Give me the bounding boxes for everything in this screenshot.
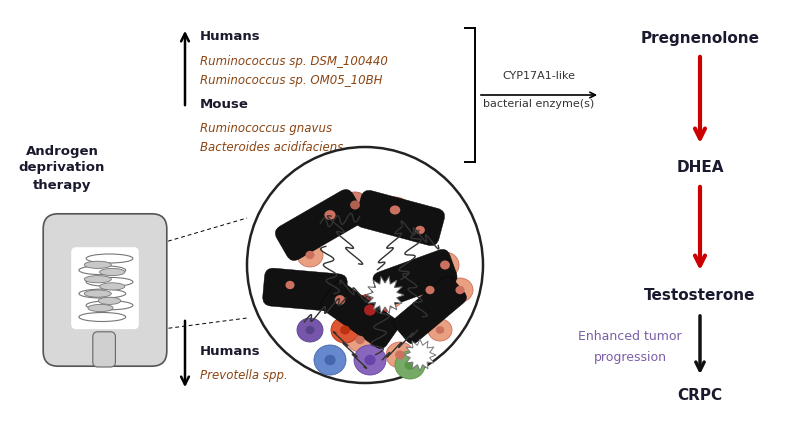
FancyBboxPatch shape — [373, 249, 457, 307]
Ellipse shape — [405, 360, 415, 370]
Ellipse shape — [440, 261, 450, 269]
Ellipse shape — [325, 286, 355, 314]
Text: Ruminococcus sp. DSM_100440: Ruminococcus sp. DSM_100440 — [200, 55, 388, 68]
Text: CYP17A1-like: CYP17A1-like — [502, 71, 576, 81]
Ellipse shape — [331, 317, 359, 343]
Ellipse shape — [98, 297, 120, 305]
Text: Enhanced tumor: Enhanced tumor — [578, 330, 682, 343]
Text: Ruminococcus gnavus: Ruminococcus gnavus — [200, 122, 332, 135]
Ellipse shape — [364, 305, 376, 316]
Ellipse shape — [415, 226, 425, 234]
Ellipse shape — [88, 305, 113, 312]
Ellipse shape — [395, 351, 425, 379]
Text: CRPC: CRPC — [677, 387, 722, 403]
Ellipse shape — [84, 261, 112, 269]
Ellipse shape — [325, 210, 336, 220]
Ellipse shape — [335, 295, 345, 305]
Ellipse shape — [395, 350, 405, 360]
Text: progression: progression — [593, 351, 667, 363]
Ellipse shape — [428, 319, 452, 341]
Ellipse shape — [100, 269, 125, 276]
Text: Testosterone: Testosterone — [644, 288, 756, 302]
Text: Mouse: Mouse — [200, 98, 249, 111]
Ellipse shape — [406, 218, 434, 242]
Ellipse shape — [386, 342, 414, 368]
Ellipse shape — [297, 318, 323, 342]
Ellipse shape — [84, 290, 112, 297]
Ellipse shape — [340, 325, 350, 335]
Ellipse shape — [356, 336, 364, 344]
Circle shape — [247, 147, 483, 383]
FancyBboxPatch shape — [44, 214, 167, 366]
Polygon shape — [366, 277, 404, 313]
Ellipse shape — [285, 281, 295, 289]
Ellipse shape — [425, 286, 435, 294]
Text: Humans: Humans — [200, 345, 261, 358]
Ellipse shape — [297, 243, 323, 267]
Text: DHEA: DHEA — [676, 160, 724, 176]
Ellipse shape — [455, 286, 465, 294]
Ellipse shape — [417, 278, 443, 302]
Ellipse shape — [314, 345, 346, 375]
Text: Pregnenolone: Pregnenolone — [641, 30, 760, 46]
Ellipse shape — [325, 355, 336, 365]
Ellipse shape — [353, 294, 387, 326]
Ellipse shape — [431, 252, 459, 278]
Text: Prevotella spp.: Prevotella spp. — [200, 369, 287, 382]
Ellipse shape — [447, 278, 473, 302]
FancyBboxPatch shape — [93, 332, 116, 367]
Ellipse shape — [341, 192, 369, 218]
Text: Humans: Humans — [200, 30, 261, 43]
FancyBboxPatch shape — [276, 190, 365, 261]
Ellipse shape — [371, 282, 399, 308]
FancyBboxPatch shape — [321, 281, 399, 349]
Text: Androgen
deprivation
therapy: Androgen deprivation therapy — [19, 145, 105, 192]
FancyBboxPatch shape — [263, 268, 347, 312]
Ellipse shape — [277, 273, 303, 297]
Ellipse shape — [84, 276, 112, 283]
Ellipse shape — [350, 201, 360, 209]
Ellipse shape — [100, 283, 125, 290]
FancyBboxPatch shape — [71, 247, 139, 329]
Ellipse shape — [376, 282, 404, 308]
FancyBboxPatch shape — [356, 190, 444, 246]
Ellipse shape — [436, 326, 444, 334]
FancyBboxPatch shape — [394, 276, 466, 344]
Ellipse shape — [306, 326, 314, 334]
Ellipse shape — [390, 206, 400, 214]
Ellipse shape — [347, 328, 373, 352]
Ellipse shape — [380, 197, 410, 223]
Polygon shape — [404, 339, 436, 371]
Text: Ruminococcus sp. OM05_10BH: Ruminococcus sp. OM05_10BH — [200, 74, 383, 87]
Ellipse shape — [306, 251, 314, 259]
Ellipse shape — [354, 345, 386, 375]
Ellipse shape — [364, 355, 375, 365]
Text: bacterial enzyme(s): bacterial enzyme(s) — [483, 99, 595, 109]
Ellipse shape — [314, 201, 346, 229]
Ellipse shape — [385, 291, 395, 299]
Text: Bacteroides acidifaciens: Bacteroides acidifaciens — [200, 141, 344, 154]
